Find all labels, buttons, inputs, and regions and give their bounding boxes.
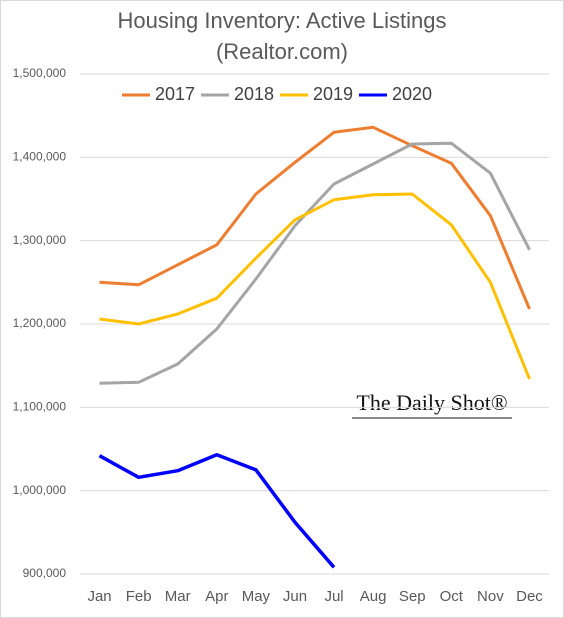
y-tick-label: 1,200,000 (13, 316, 67, 330)
series-line (98, 453, 336, 569)
annotation: The Daily Shot® (356, 390, 507, 415)
y-tick-label: 900,000 (23, 566, 67, 580)
legend-label: 2018 (234, 84, 274, 104)
chart-title: Housing Inventory: Active Listings (118, 8, 447, 33)
series-line (99, 125, 531, 310)
legend-label: 2017 (155, 84, 195, 104)
x-tick-label: Oct (440, 588, 464, 605)
x-tick-label: Apr (205, 588, 228, 605)
chart-subtitle: (Realtor.com) (216, 39, 348, 64)
y-tick-label: 1,100,000 (13, 400, 67, 414)
x-tick-label: Sep (399, 588, 426, 605)
x-tick-label: Dec (516, 588, 543, 605)
x-tick-label: Jan (87, 588, 111, 605)
x-tick-label: Aug (360, 588, 387, 605)
y-tick-label: 1,400,000 (13, 150, 67, 164)
legend-label: 2020 (392, 84, 432, 104)
legend-label: 2019 (313, 84, 353, 104)
y-tick-label: 1,000,000 (13, 483, 67, 497)
x-tick-label: May (242, 588, 271, 605)
x-tick-label: Mar (165, 588, 191, 605)
x-tick-label: Feb (126, 588, 152, 605)
series-line (99, 141, 531, 385)
x-tick-label: Nov (477, 588, 504, 605)
y-tick-label: 1,300,000 (13, 233, 67, 247)
series-line (99, 192, 531, 380)
x-tick-label: Jul (324, 588, 343, 605)
x-tick-label: Jun (283, 588, 307, 605)
y-tick-label: 1,500,000 (13, 66, 67, 80)
